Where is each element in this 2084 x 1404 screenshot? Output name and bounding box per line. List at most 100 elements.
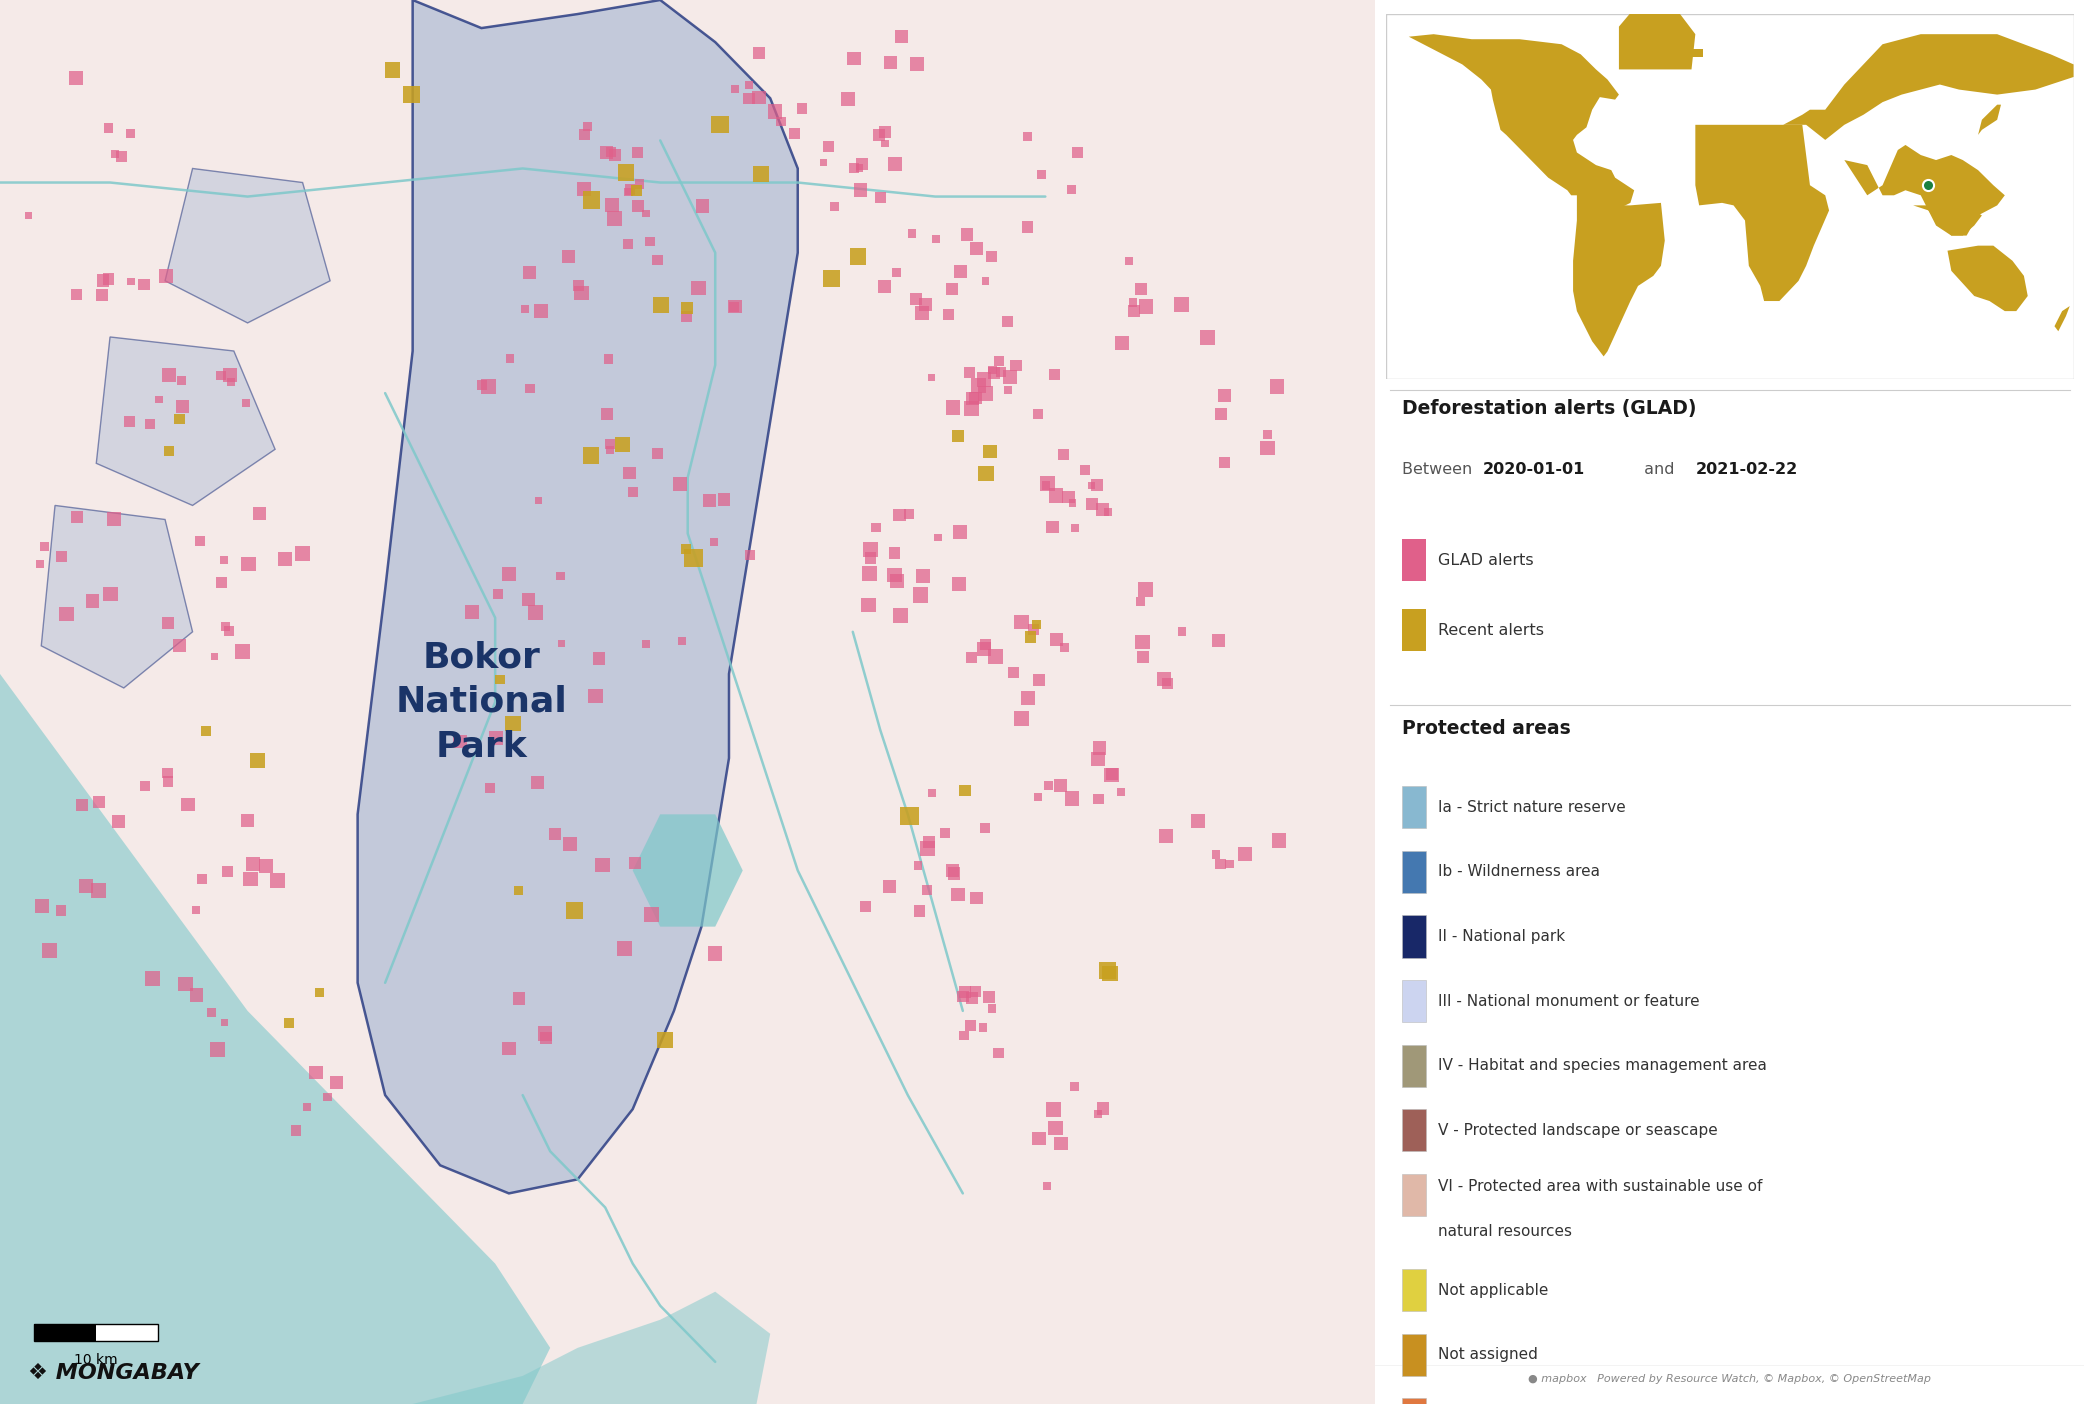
Point (229, 392, 263, 414)
Point (179, 984, 213, 1007)
Point (204, 364, 238, 386)
Point (961, 237, 994, 260)
Point (244, 503, 277, 525)
Point (473, 375, 506, 397)
Point (129, 775, 163, 797)
Point (1052, 486, 1086, 508)
Point (1057, 1075, 1090, 1098)
Point (496, 712, 529, 734)
Text: VI - Protected area with sustainable use of: VI - Protected area with sustainable use… (1438, 1179, 1763, 1195)
Polygon shape (1619, 4, 1694, 69)
Point (892, 503, 925, 525)
Point (1202, 629, 1236, 651)
Point (1059, 517, 1092, 539)
Text: Ia - Strict nature reserve: Ia - Strict nature reserve (1438, 800, 1626, 814)
Point (1148, 668, 1182, 691)
Bar (1403, 1398, 1425, 1404)
Point (208, 1011, 242, 1033)
Point (1029, 1174, 1063, 1196)
Point (269, 548, 302, 570)
Point (1125, 630, 1159, 653)
Point (1105, 781, 1138, 803)
Point (1125, 646, 1159, 668)
Point (629, 202, 663, 225)
Polygon shape (413, 1292, 771, 1404)
Point (1086, 498, 1119, 521)
Point (1011, 216, 1044, 239)
Point (1048, 636, 1082, 658)
Point (892, 804, 925, 827)
Point (884, 504, 917, 526)
Point (848, 896, 882, 918)
Point (581, 647, 615, 670)
Point (863, 124, 896, 146)
Point (115, 122, 148, 145)
Point (33, 939, 67, 962)
Point (665, 630, 698, 653)
Point (952, 361, 986, 383)
Point (669, 296, 702, 319)
Polygon shape (1946, 246, 2028, 312)
Point (967, 368, 1000, 390)
Point (921, 526, 954, 549)
Point (942, 883, 975, 906)
Point (609, 161, 642, 184)
Point (944, 260, 977, 282)
Point (709, 489, 742, 511)
Point (1165, 621, 1198, 643)
Point (936, 859, 969, 882)
Point (1021, 786, 1055, 809)
Point (1209, 451, 1242, 473)
Polygon shape (634, 814, 742, 927)
Point (623, 173, 656, 195)
Point (815, 267, 848, 289)
Point (629, 633, 663, 656)
Point (1130, 578, 1163, 601)
Point (1038, 1118, 1071, 1140)
Point (982, 350, 1015, 372)
Point (844, 178, 877, 201)
Point (163, 407, 196, 430)
Bar (1403, 609, 1425, 651)
Point (1086, 1098, 1119, 1120)
Point (634, 230, 667, 253)
Point (492, 1038, 525, 1060)
Point (1029, 475, 1063, 497)
Point (165, 395, 198, 417)
Point (1069, 459, 1102, 482)
Point (990, 310, 1023, 333)
Point (50, 602, 83, 625)
Point (465, 373, 498, 396)
Point (731, 73, 765, 95)
Bar (1403, 1174, 1425, 1216)
Point (544, 564, 577, 587)
Point (544, 632, 577, 654)
Point (975, 359, 1009, 382)
Point (444, 730, 477, 753)
Point (877, 563, 911, 585)
Point (619, 852, 652, 875)
Point (290, 1095, 323, 1118)
Bar (33, 1324, 96, 1341)
Point (838, 48, 871, 70)
Point (979, 646, 1013, 668)
Point (636, 903, 669, 925)
Point (1125, 278, 1159, 300)
Bar (1403, 539, 1425, 581)
Point (502, 879, 536, 901)
Point (1084, 737, 1117, 760)
Point (25, 894, 58, 917)
Point (240, 748, 273, 771)
Point (932, 303, 965, 326)
Point (60, 505, 94, 528)
Point (525, 300, 559, 323)
Point (936, 396, 969, 418)
Point (208, 549, 242, 571)
Polygon shape (1707, 34, 2074, 140)
Point (1082, 748, 1115, 771)
Point (1192, 327, 1225, 350)
Point (967, 1016, 1000, 1039)
Point (311, 1085, 344, 1108)
Point (529, 1022, 563, 1045)
Point (915, 366, 948, 389)
